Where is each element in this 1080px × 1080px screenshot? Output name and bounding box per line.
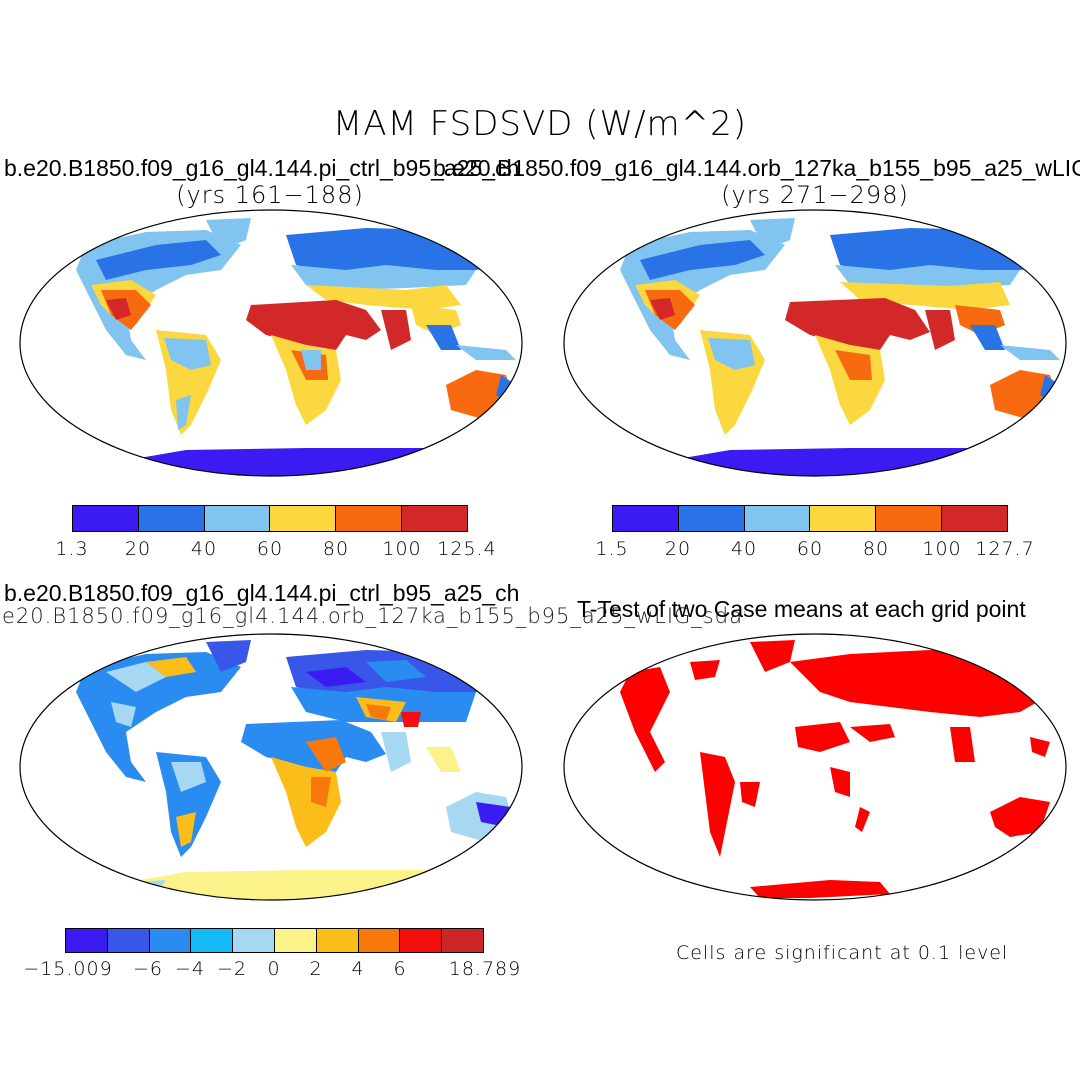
colorbar-swatch (400, 929, 443, 952)
colorbar-top-left (72, 505, 468, 532)
colorbar-bottom-left (65, 928, 484, 953)
colorbar-tick: 1.5 (595, 538, 629, 560)
colorbar-swatch (66, 929, 108, 952)
colorbar-swatch (358, 929, 401, 952)
colorbar-tick: 100 (382, 538, 422, 560)
panel-title-bottom-left: b.e20.B1850.f09_g16_gl4.144.pi_ctrl_b95_… (4, 580, 520, 606)
colorbar-tick: 20 (124, 538, 152, 560)
map-top-right (563, 209, 1067, 477)
colorbar-swatch (442, 929, 483, 952)
colorbar-swatch (73, 506, 139, 531)
colorbar-tick: 20 (664, 538, 692, 560)
colorbar-swatch (191, 929, 234, 952)
colorbar-swatch (233, 929, 275, 952)
colorbar-tick: 60 (256, 538, 284, 560)
panel-subtitle-top-left: (yrs 161−188) (176, 181, 364, 209)
colorbar-tick: 0 (267, 958, 281, 980)
colorbar-swatch (107, 929, 150, 952)
colorbar-tick: −6 (132, 958, 163, 980)
colorbar-top-right (612, 505, 1008, 532)
panel-subtitle-bottom-left: b.e20.B1850.f09_g16_gl4.144.orb_127ka_b1… (0, 604, 745, 628)
colorbar-swatch (402, 506, 467, 531)
colorbar-tick: 2 (309, 958, 323, 980)
panel-subtitle-top-right: (yrs 271−298) (721, 181, 909, 209)
colorbar-swatch (270, 506, 337, 531)
colorbar-tick: 100 (922, 538, 962, 560)
colorbar-tick: 80 (322, 538, 350, 560)
colorbar-swatch (138, 506, 205, 531)
colorbar-swatch (336, 506, 403, 531)
colorbar-swatch (316, 929, 359, 952)
colorbar-swatch (678, 506, 745, 531)
colorbar-swatch (942, 506, 1007, 531)
colorbar-swatch (744, 506, 811, 531)
significance-note: Cells are significant at 0.1 level (676, 942, 1009, 964)
colorbar-tick: 4 (351, 958, 365, 980)
panel-title-bottom-right: T-Test of two Case means at each grid po… (577, 596, 1026, 622)
colorbar-tick: 40 (730, 538, 758, 560)
colorbar-tick: −4 (174, 958, 205, 980)
colorbar-swatch (810, 506, 877, 531)
main-title: MAM FSDSVD (W/m^2) (332, 104, 748, 144)
colorbar-tick: −15.009 (23, 958, 113, 980)
colorbar-tick: 18.789 (448, 958, 522, 980)
colorbar-tick: 1.3 (55, 538, 89, 560)
map-bottom-right (563, 633, 1067, 901)
map-bottom-left (19, 633, 523, 901)
panel-title-top-left: b.e20.B1850.f09_g16_gl4.144.pi_ctrl_b95_… (4, 155, 520, 181)
panel-title-top-right: b.e20.B1850.f09_g16_gl4.144.orb_127ka_b1… (433, 155, 1080, 181)
colorbar-swatch (274, 929, 317, 952)
colorbar-tick: −2 (216, 958, 247, 980)
map-top-left (19, 209, 523, 477)
colorbar-swatch (204, 506, 271, 531)
colorbar-tick: 80 (862, 538, 890, 560)
colorbar-tick: 40 (190, 538, 218, 560)
fsdsvd-field-top-right (620, 218, 1060, 476)
colorbar-tick: 125.4 (437, 538, 497, 560)
colorbar-tick: 6 (393, 958, 407, 980)
colorbar-tick: 127.7 (975, 538, 1035, 560)
colorbar-swatch (149, 929, 192, 952)
colorbar-swatch (613, 506, 679, 531)
colorbar-swatch (876, 506, 943, 531)
colorbar-tick: 60 (796, 538, 824, 560)
